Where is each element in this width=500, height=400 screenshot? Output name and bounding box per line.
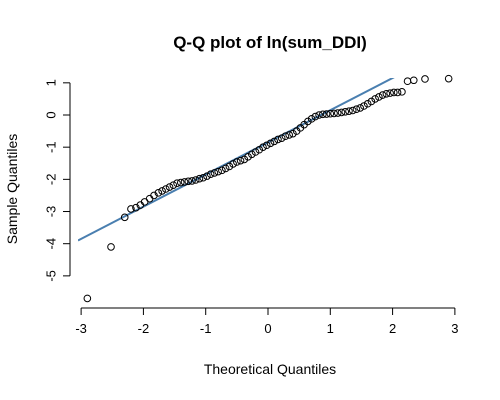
x-tick-label: 1	[327, 321, 334, 336]
x-tick-label: -1	[200, 321, 212, 336]
y-tick-label: 1	[44, 79, 59, 86]
plot-area	[78, 44, 458, 301]
data-point	[146, 195, 153, 202]
y-tick-label: -4	[44, 238, 59, 250]
y-tick-label: -2	[44, 174, 59, 186]
x-tick-label: -3	[75, 321, 87, 336]
data-point	[399, 89, 406, 96]
y-tick-label: -1	[44, 141, 59, 153]
chart-title: Q-Q plot of ln(sum_DDI)	[173, 33, 367, 52]
y-tick-label: 0	[44, 111, 59, 118]
data-point	[410, 77, 417, 84]
y-axis-label: Sample Quantiles	[4, 134, 20, 245]
data-point	[422, 76, 429, 83]
y-axis: -5 -4 -3 -2 -1 0 1	[44, 79, 70, 281]
x-axis-label: Theoretical Quantiles	[204, 361, 336, 377]
x-axis: -3 -2 -1 0 1 2 3	[75, 308, 458, 336]
x-tick-label: 3	[451, 321, 458, 336]
data-point	[445, 75, 452, 82]
data-point	[353, 106, 360, 113]
x-tick-label: 0	[264, 321, 271, 336]
y-tick-label: -5	[44, 270, 59, 282]
y-tick-label: -3	[44, 206, 59, 218]
data-point	[84, 295, 91, 302]
data-point	[237, 157, 244, 164]
data-point	[108, 244, 115, 251]
x-tick-label: -2	[138, 321, 150, 336]
x-tick-label: 2	[389, 321, 396, 336]
data-point	[404, 78, 411, 85]
data-point	[215, 168, 222, 175]
data-point	[286, 132, 293, 139]
